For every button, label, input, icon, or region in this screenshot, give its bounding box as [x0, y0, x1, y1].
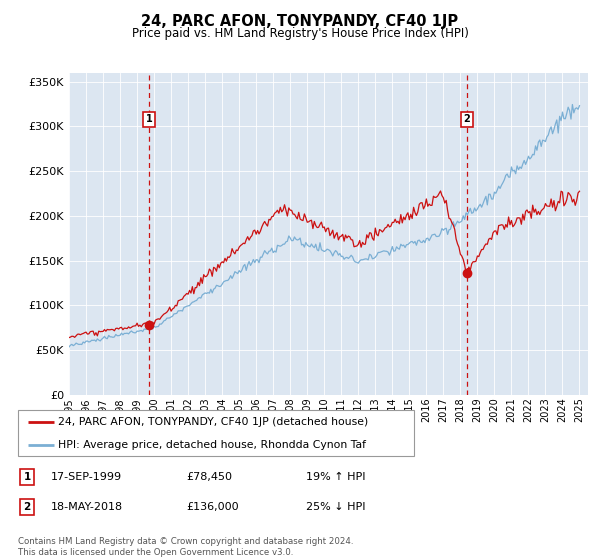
Text: 19% ↑ HPI: 19% ↑ HPI	[306, 472, 365, 482]
Text: 1: 1	[146, 114, 152, 124]
Text: 2: 2	[23, 502, 31, 512]
Text: Price paid vs. HM Land Registry's House Price Index (HPI): Price paid vs. HM Land Registry's House …	[131, 27, 469, 40]
Text: 17-SEP-1999: 17-SEP-1999	[51, 472, 122, 482]
Text: £78,450: £78,450	[186, 472, 232, 482]
FancyBboxPatch shape	[18, 410, 414, 456]
Text: 24, PARC AFON, TONYPANDY, CF40 1JP (detached house): 24, PARC AFON, TONYPANDY, CF40 1JP (deta…	[58, 417, 368, 427]
Text: 24, PARC AFON, TONYPANDY, CF40 1JP: 24, PARC AFON, TONYPANDY, CF40 1JP	[142, 14, 458, 29]
Text: 1: 1	[23, 472, 31, 482]
Text: £136,000: £136,000	[186, 502, 239, 512]
Text: 2: 2	[463, 114, 470, 124]
Text: 25% ↓ HPI: 25% ↓ HPI	[306, 502, 365, 512]
Text: Contains HM Land Registry data © Crown copyright and database right 2024.
This d: Contains HM Land Registry data © Crown c…	[18, 537, 353, 557]
Text: 18-MAY-2018: 18-MAY-2018	[51, 502, 123, 512]
Text: HPI: Average price, detached house, Rhondda Cynon Taf: HPI: Average price, detached house, Rhon…	[58, 440, 365, 450]
